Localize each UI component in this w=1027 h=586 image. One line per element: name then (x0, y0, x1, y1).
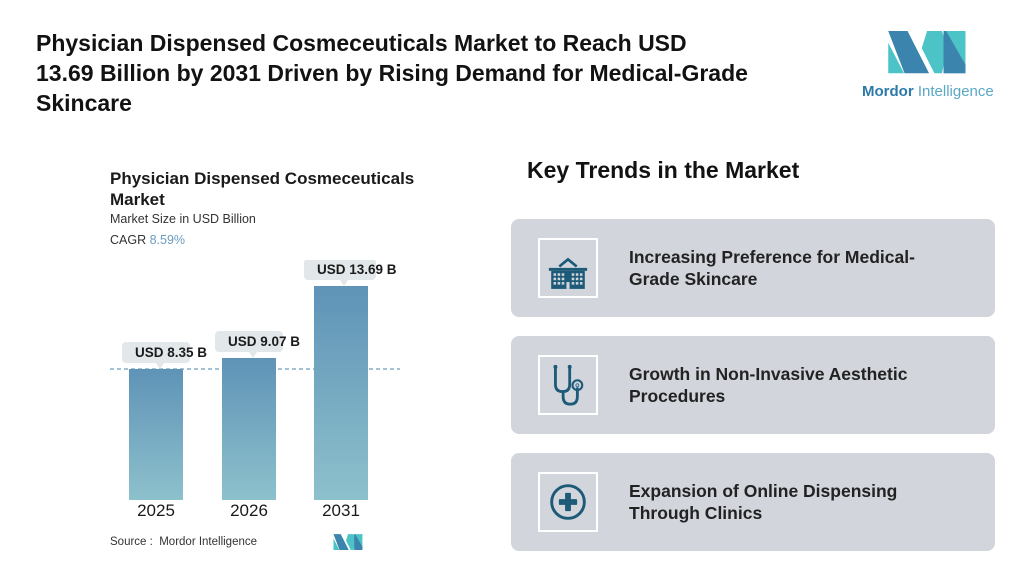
svg-text:2031: 2031 (322, 501, 360, 520)
svg-text:2025: 2025 (137, 501, 175, 520)
svg-text:USD 8.35 B: USD 8.35 B (135, 345, 207, 360)
svg-text:USD 13.69 B: USD 13.69 B (317, 262, 397, 277)
svg-text:2026: 2026 (230, 501, 268, 520)
svg-text:USD 9.07 B: USD 9.07 B (228, 334, 300, 349)
